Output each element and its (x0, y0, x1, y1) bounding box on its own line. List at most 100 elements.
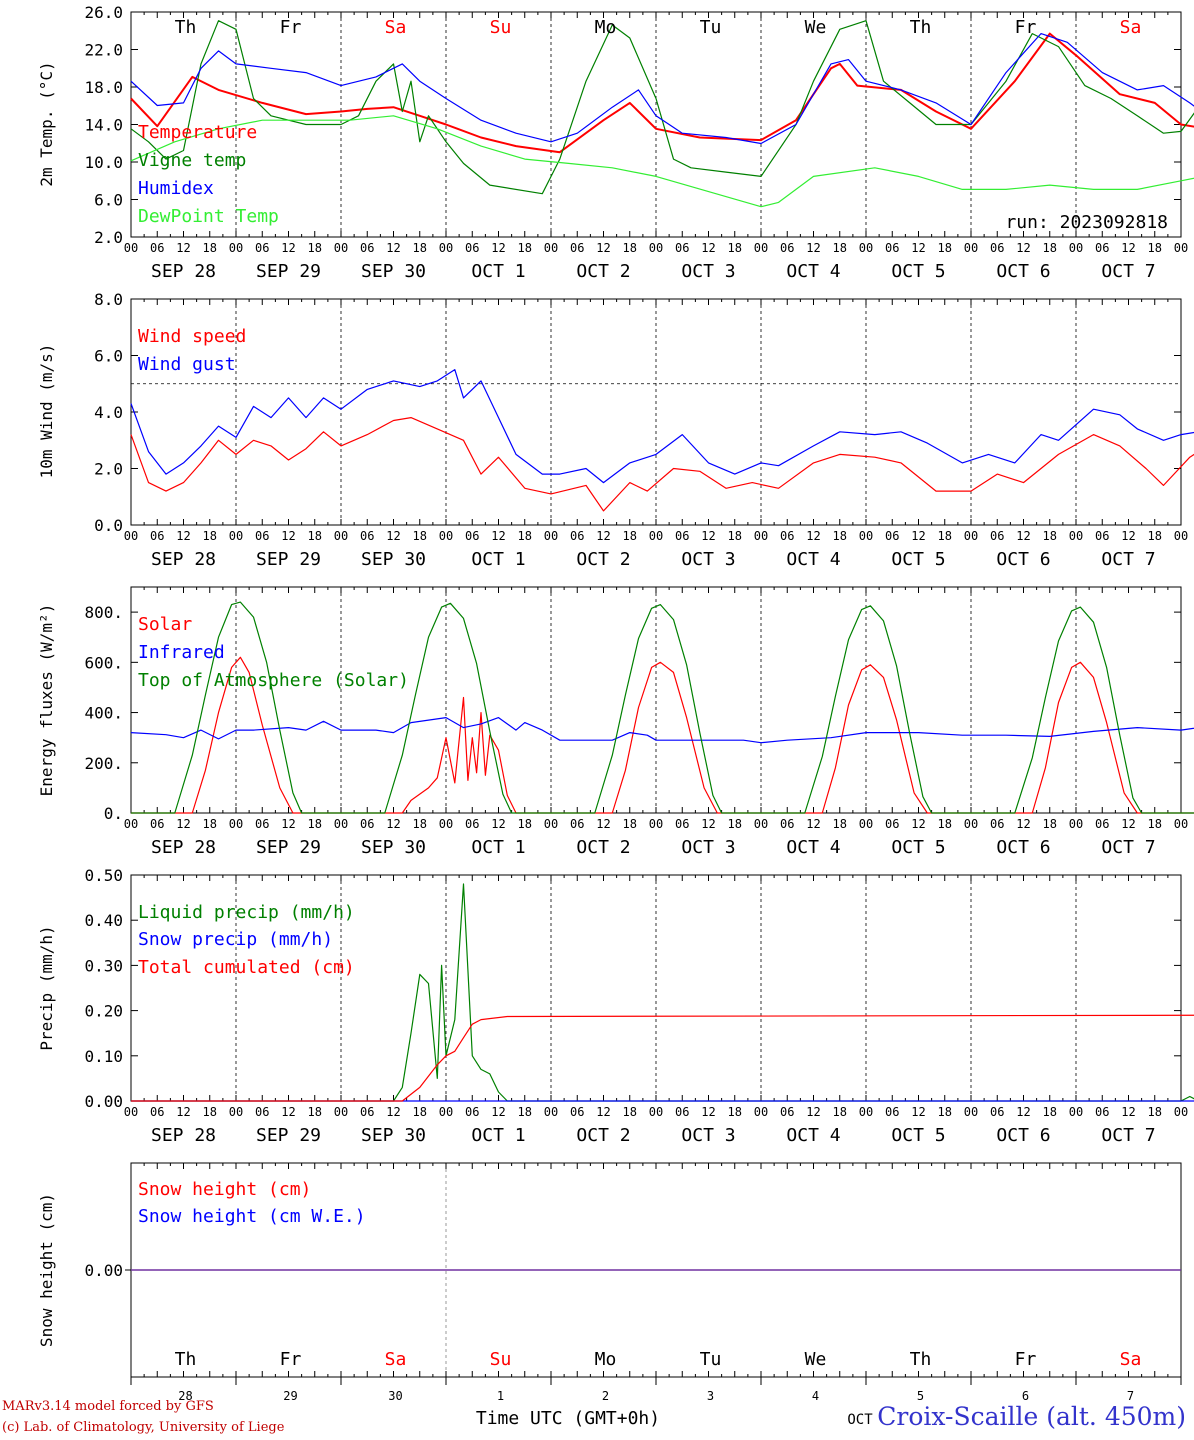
hour-tick-label: 00 (1069, 529, 1083, 543)
hour-tick-label: 18 (413, 817, 427, 831)
date-label: OCT 1 (471, 549, 525, 570)
hour-tick-label: 00 (964, 241, 978, 255)
date-label: SEP 29 (256, 549, 321, 570)
lab-credit: (c) Lab. of Climatology, University of L… (2, 1420, 285, 1435)
hour-tick-label: 18 (623, 529, 637, 543)
hour-tick-label: 18 (938, 241, 952, 255)
hour-tick-label: 00 (1069, 1105, 1083, 1119)
hour-tick-label: 06 (990, 241, 1004, 255)
hour-tick-label: 06 (570, 529, 584, 543)
y-tick-label: 400. (84, 704, 123, 723)
hour-tick-label: 18 (938, 817, 952, 831)
y-tick-label: 6.0 (94, 347, 123, 366)
hour-tick-label: 12 (806, 1105, 820, 1119)
y-tick-label: 18.0 (84, 78, 123, 97)
hour-tick-label: 18 (203, 1105, 217, 1119)
hour-tick-label: 18 (938, 1105, 952, 1119)
day-number-label: 2 (602, 1389, 609, 1403)
hour-tick-label: 12 (911, 817, 925, 831)
date-label: OCT 6 (996, 261, 1050, 282)
hour-tick-label: 06 (255, 241, 269, 255)
hour-tick-label: 00 (1174, 241, 1188, 255)
date-label: OCT 7 (1101, 837, 1155, 858)
date-label: SEP 29 (256, 1125, 321, 1146)
weekday-label: Su (490, 1349, 512, 1370)
hour-tick-label: 18 (1148, 529, 1162, 543)
y-tick-label: 0.30 (84, 956, 123, 975)
hour-tick-label: 06 (465, 241, 479, 255)
y-tick-label: 600. (84, 653, 123, 672)
series-line (130, 717, 1194, 744)
hour-tick-label: 12 (281, 817, 295, 831)
hour-tick-label: 06 (570, 1105, 584, 1119)
hour-tick-label: 12 (596, 1105, 610, 1119)
day-number-label: 1 (497, 1389, 504, 1403)
hour-tick-label: 06 (780, 529, 794, 543)
hour-tick-label: 06 (360, 1105, 374, 1119)
hour-tick-label: 06 (675, 817, 689, 831)
y-tick-label: 8.0 (94, 290, 123, 309)
hour-tick-label: 00 (754, 1105, 768, 1119)
hour-tick-label: 12 (1121, 241, 1135, 255)
hour-tick-label: 18 (1148, 817, 1162, 831)
panel-5: 0.00 Snow height (cm) Snow height (cm) Snow… (37, 1162, 1182, 1429)
hour-tick-label: 12 (911, 241, 925, 255)
date-label: OCT 7 (1101, 549, 1155, 570)
y-tick-label: 2.0 (94, 228, 123, 247)
hour-tick-label: 18 (1043, 1105, 1057, 1119)
hour-tick-label: 12 (596, 817, 610, 831)
hour-tick-label: 06 (990, 1105, 1004, 1119)
weekday-label: Th (175, 17, 197, 38)
series-line (131, 656, 1194, 814)
hour-tick-label: 00 (544, 1105, 558, 1119)
legend-entry: Wind gust (138, 354, 236, 375)
hour-tick-label: 18 (308, 529, 322, 543)
date-label: SEP 30 (361, 261, 426, 282)
hour-tick-label: 12 (911, 529, 925, 543)
hour-tick-label: 06 (885, 1105, 899, 1119)
day-number-label: 5 (917, 1389, 924, 1403)
hour-tick-label: 06 (360, 241, 374, 255)
hour-tick-label: 12 (1016, 241, 1030, 255)
hour-tick-label: 00 (124, 817, 138, 831)
hour-tick-label: 06 (675, 529, 689, 543)
hour-tick-label: 00 (229, 1105, 243, 1119)
y-tick-label: 10.0 (84, 153, 123, 172)
hour-tick-label: 18 (308, 817, 322, 831)
y-tick-label: 0.40 (84, 911, 123, 930)
hour-tick-label: 18 (623, 241, 637, 255)
hour-tick-label: 18 (833, 1105, 847, 1119)
hour-tick-label: 06 (255, 817, 269, 831)
day-number-label: 3 (707, 1389, 714, 1403)
date-label: OCT 5 (891, 549, 945, 570)
hour-tick-label: 00 (1069, 241, 1083, 255)
date-label: OCT 1 (471, 261, 525, 282)
date-label: SEP 29 (256, 261, 321, 282)
day-number-label: 4 (812, 1389, 819, 1403)
hour-tick-label: 00 (649, 817, 663, 831)
legend-entry: Liquid precip (mm/h) (138, 902, 355, 923)
hour-tick-label: 12 (176, 817, 190, 831)
y-axis-label: 10m Wind (m/s) (37, 344, 56, 479)
series-line (130, 417, 1194, 512)
x-axis-label: Time UTC (GMT+0h) (476, 1408, 660, 1429)
weekday-label: Fr (1015, 17, 1037, 38)
y-tick-label: 0.50 (84, 866, 123, 885)
legend-entry: Total cumulated (cm) (138, 957, 355, 978)
weekday-label: Fr (280, 17, 302, 38)
hour-tick-label: 18 (413, 241, 427, 255)
legend-entry: Solar (138, 614, 192, 635)
series-line (131, 601, 1194, 814)
legend-entry: Snow precip (mm/h) (138, 929, 333, 950)
hour-tick-label: 06 (150, 241, 164, 255)
weekday-label: Th (175, 1349, 197, 1370)
date-label: OCT 6 (996, 837, 1050, 858)
date-label: OCT 4 (786, 549, 840, 570)
day-number-label: 7 (1127, 1389, 1134, 1403)
month-label: OCT (847, 1412, 873, 1428)
date-label: OCT 1 (471, 837, 525, 858)
weekday-label: Sa (385, 1349, 407, 1370)
hour-tick-label: 00 (334, 241, 348, 255)
weekday-label: Sa (1120, 17, 1142, 38)
